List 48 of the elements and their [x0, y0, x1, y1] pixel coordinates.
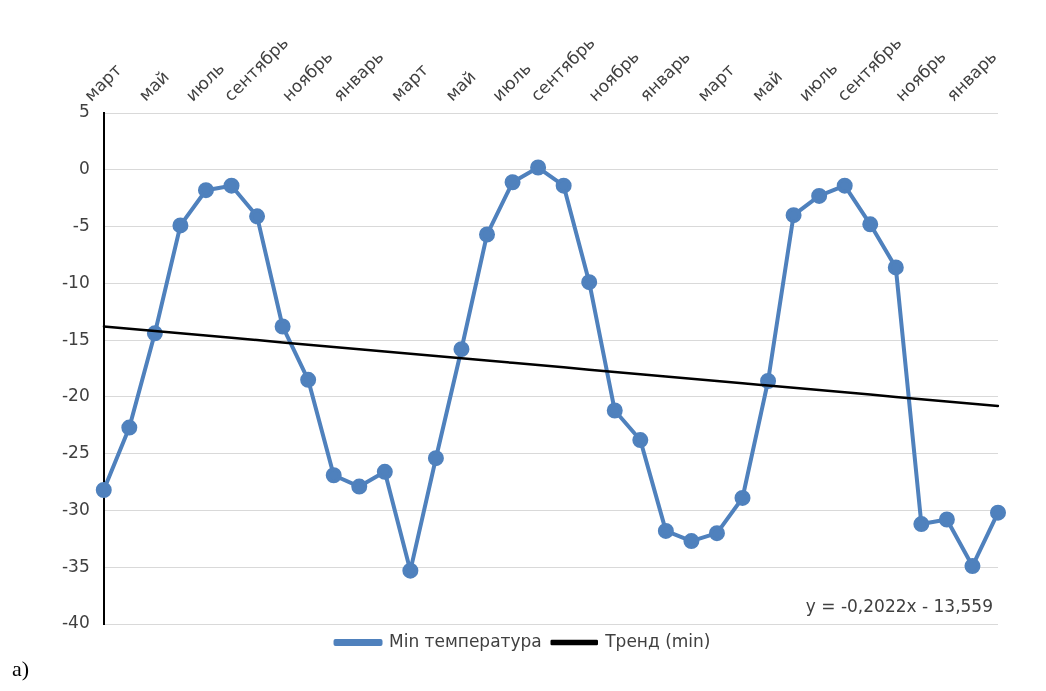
- point: [479, 226, 496, 243]
- point: [811, 187, 828, 204]
- point: [836, 177, 853, 194]
- y-tick-label: -10: [61, 271, 90, 292]
- point: [708, 525, 725, 542]
- legend-label: Min температура: [389, 630, 542, 651]
- y-tick-label: -35: [61, 555, 90, 576]
- point: [95, 482, 112, 498]
- point: [632, 432, 649, 449]
- y-tick-label: -5: [72, 214, 90, 235]
- point: [734, 489, 751, 506]
- point: [351, 478, 368, 495]
- point: [683, 533, 700, 550]
- point: [249, 208, 266, 225]
- point: [453, 341, 470, 358]
- y-tick-label: -15: [61, 328, 90, 349]
- y-tick-label: 0: [78, 158, 90, 179]
- point: [606, 402, 623, 419]
- y-tick-label: -40: [61, 612, 90, 633]
- point: [376, 463, 393, 480]
- y-tick-label: -25: [61, 442, 90, 463]
- point: [887, 259, 904, 276]
- annotation: y = -0,2022x - 13,559: [805, 595, 993, 616]
- point: [913, 516, 930, 533]
- y-tick-label: -20: [61, 385, 90, 406]
- point: [530, 159, 547, 176]
- point: [402, 562, 419, 579]
- point: [223, 177, 240, 194]
- point: [555, 177, 572, 194]
- point: [862, 216, 879, 233]
- point: [274, 318, 291, 335]
- point: [964, 558, 981, 575]
- point: [121, 419, 138, 436]
- point: [172, 217, 189, 234]
- point: [785, 207, 802, 224]
- point: [938, 511, 955, 528]
- point: [325, 467, 342, 484]
- legend-label: Тренд (min): [604, 630, 711, 651]
- point: [657, 522, 674, 539]
- point: [990, 504, 1006, 521]
- point: [427, 450, 444, 467]
- point: [300, 371, 317, 388]
- point: [581, 274, 598, 291]
- text: a): [12, 655, 30, 681]
- point: [197, 182, 214, 199]
- y-tick-label: -30: [61, 498, 90, 519]
- y-tick-label: 5: [78, 101, 90, 122]
- point: [504, 174, 521, 191]
